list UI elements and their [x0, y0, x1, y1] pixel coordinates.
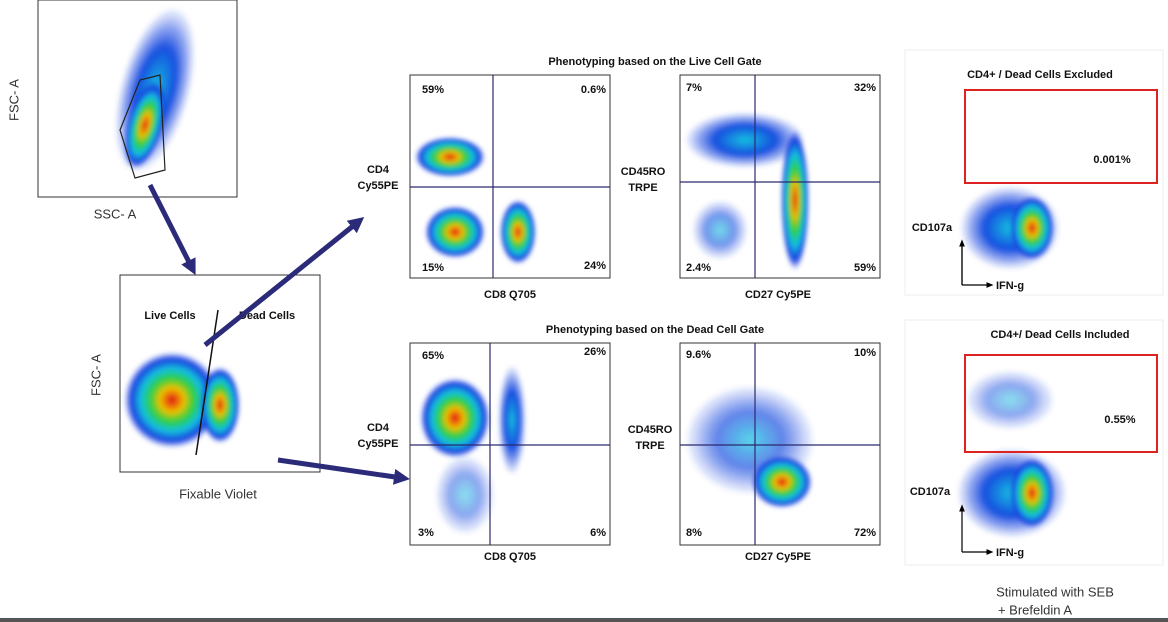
axis-label: TRPE — [635, 440, 664, 452]
axis-label: CD27 Cy5PE — [745, 289, 811, 301]
arrow — [203, 216, 365, 347]
axis-label: Cy55PE — [358, 438, 399, 450]
axis-label: SSC- A — [94, 206, 137, 221]
axis-label: FSC- A — [6, 79, 21, 121]
density — [960, 186, 1060, 270]
panel-title: CD4+ / Dead Cells Excluded — [967, 69, 1113, 81]
gate-value: 0.001% — [1093, 154, 1131, 166]
section-title: Phenotyping based on the Live Cell Gate — [548, 56, 761, 68]
quadrant-value: 9.6% — [686, 349, 711, 361]
axis-label: FSC- A — [88, 354, 103, 396]
quadrant-value: 7% — [686, 82, 702, 94]
axis-label: CD4 — [367, 164, 390, 176]
axis-label: TRPE — [628, 182, 657, 194]
quadrant-value: 32% — [854, 82, 876, 94]
gate — [119, 74, 166, 179]
gate-label: Dead Cells — [239, 310, 295, 322]
quadrant-value: 72% — [854, 527, 876, 539]
axis-label: IFN-g — [996, 280, 1024, 292]
quadrant-value: 59% — [854, 262, 876, 274]
density — [124, 352, 240, 448]
axis-label: CD45RO — [628, 424, 673, 436]
axis-label: IFN-g — [996, 547, 1024, 559]
quadrant-value: 26% — [584, 346, 606, 358]
gate-value: 0.55% — [1104, 414, 1135, 426]
axis-label: CD107a — [912, 222, 953, 234]
density — [685, 385, 815, 508]
panel-title: CD4+/ Dead Cells Included — [990, 329, 1129, 341]
axis-label: CD4 — [367, 422, 390, 434]
quadrant-value: 0.6% — [581, 84, 606, 96]
arrow — [147, 183, 196, 276]
quadrant-value: 2.4% — [686, 262, 711, 274]
note: + Brefeldin A — [998, 602, 1072, 617]
quadrant-value: 8% — [686, 527, 702, 539]
axis-label: CD45RO — [621, 166, 666, 178]
density — [415, 137, 536, 264]
quadrant-value: 65% — [422, 350, 444, 362]
density — [420, 365, 526, 535]
density — [957, 370, 1067, 538]
gate-label: Live Cells — [144, 310, 195, 322]
axis-label: CD8 Q705 — [484, 289, 536, 301]
axis-label: CD27 Cy5PE — [745, 551, 811, 563]
quadrant-value: 6% — [590, 527, 606, 539]
axis-label: CD107a — [910, 486, 951, 498]
quadrant-value: 24% — [584, 260, 606, 272]
axis-label: CD8 Q705 — [484, 551, 536, 563]
quadrant-value: 59% — [422, 84, 444, 96]
gate — [195, 309, 219, 456]
axis-label: Cy55PE — [358, 180, 399, 192]
gate — [964, 89, 1158, 184]
bottom-bar — [0, 618, 1168, 622]
axis-label: Fixable Violet — [179, 486, 257, 501]
gate — [964, 354, 1158, 453]
quadrant-value: 15% — [422, 262, 444, 274]
density — [685, 112, 809, 270]
density — [114, 7, 196, 173]
note: Stimulated with SEB — [996, 584, 1114, 599]
arrow — [277, 457, 410, 485]
section-title: Phenotyping based on the Dead Cell Gate — [546, 324, 764, 336]
quadrant-value: 3% — [418, 527, 434, 539]
quadrant-value: 10% — [854, 347, 876, 359]
